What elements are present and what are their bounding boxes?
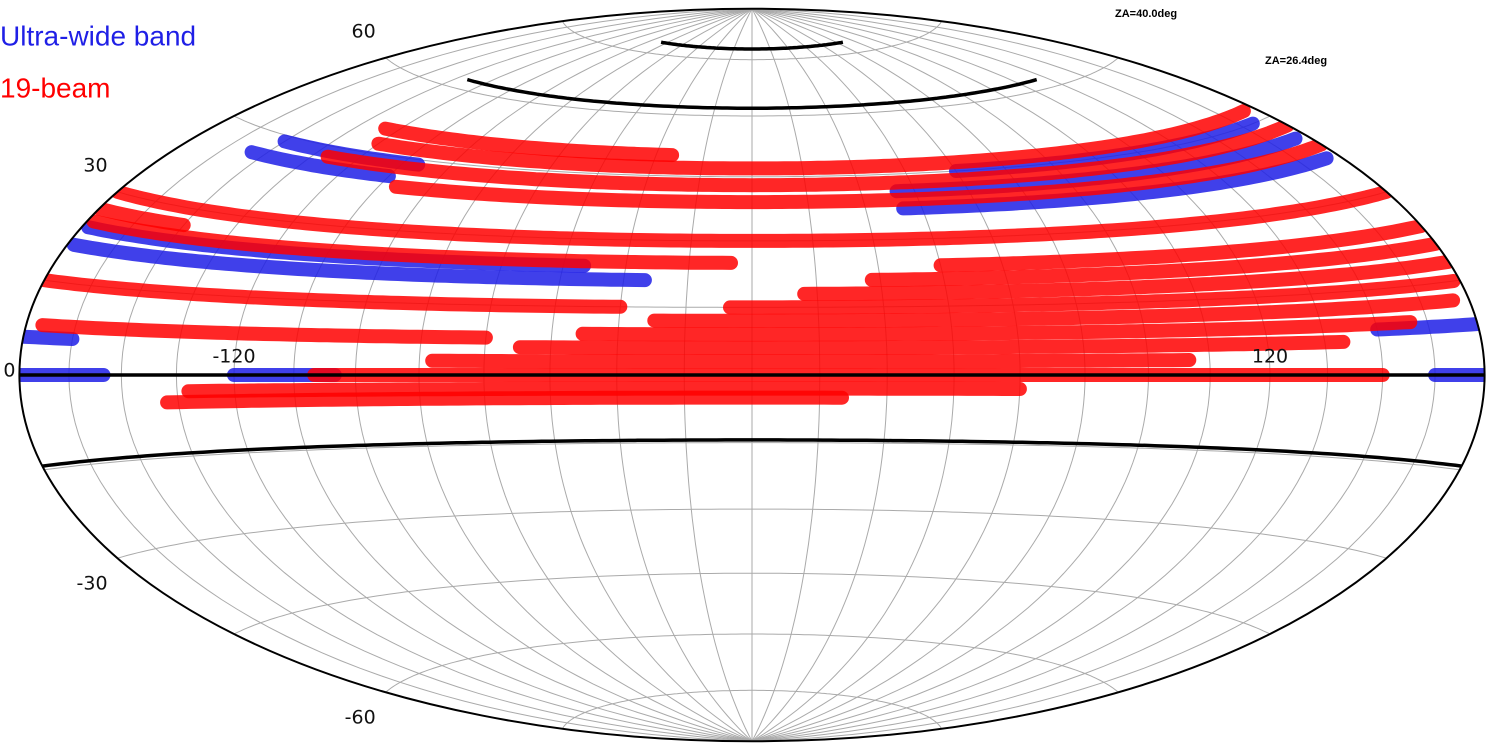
track <box>575 315 1418 342</box>
parallel <box>561 689 943 730</box>
track <box>181 381 1027 399</box>
za-label: ZA=26.4deg <box>1265 55 1327 67</box>
za-curve <box>42 438 1462 468</box>
track <box>160 390 849 410</box>
parallel <box>561 20 943 61</box>
track <box>37 273 628 314</box>
legend-entry: Ultra-wide band <box>0 20 196 51</box>
lat-tick-label: -60 <box>345 707 376 729</box>
lat-tick-label: 60 <box>352 20 376 42</box>
parallel <box>385 633 1119 693</box>
track <box>512 334 1351 355</box>
track <box>864 236 1443 287</box>
track <box>896 151 1334 216</box>
track <box>110 184 1394 248</box>
parallel <box>117 508 1387 559</box>
track <box>371 104 1251 176</box>
track <box>244 145 396 184</box>
track <box>723 274 1461 315</box>
track <box>949 116 1260 178</box>
parallel <box>233 572 1271 635</box>
parallel <box>385 57 1119 117</box>
track <box>35 318 493 345</box>
parallel <box>44 442 1460 471</box>
track <box>425 353 1197 369</box>
za-curve <box>466 77 1038 110</box>
lon-tick-label: 120 <box>1252 346 1288 368</box>
lat-tick-label: 30 <box>83 154 107 176</box>
track <box>889 131 1303 199</box>
labels: Ultra-wide band 19-beam 60 30 0 -30 -60 -120 120 <box>0 20 1288 728</box>
track <box>797 254 1456 301</box>
sky-outline <box>18 7 1486 743</box>
track <box>66 237 652 288</box>
za-curve <box>660 40 844 51</box>
za-label: ZA=40.0deg <box>1115 8 1177 20</box>
track <box>647 293 1461 328</box>
za-curves <box>19 40 1485 468</box>
track <box>388 137 1329 210</box>
track <box>378 121 680 163</box>
legend-entry: 19-beam <box>0 72 111 103</box>
lon-tick-label: -120 <box>212 346 255 368</box>
lat-tick-label: 0 <box>3 360 15 382</box>
track <box>19 329 80 346</box>
track <box>933 219 1429 273</box>
track <box>92 201 191 233</box>
lat-tick-label: -30 <box>77 573 108 595</box>
tracks <box>19 104 1485 410</box>
track <box>320 118 1295 193</box>
track <box>86 214 738 270</box>
